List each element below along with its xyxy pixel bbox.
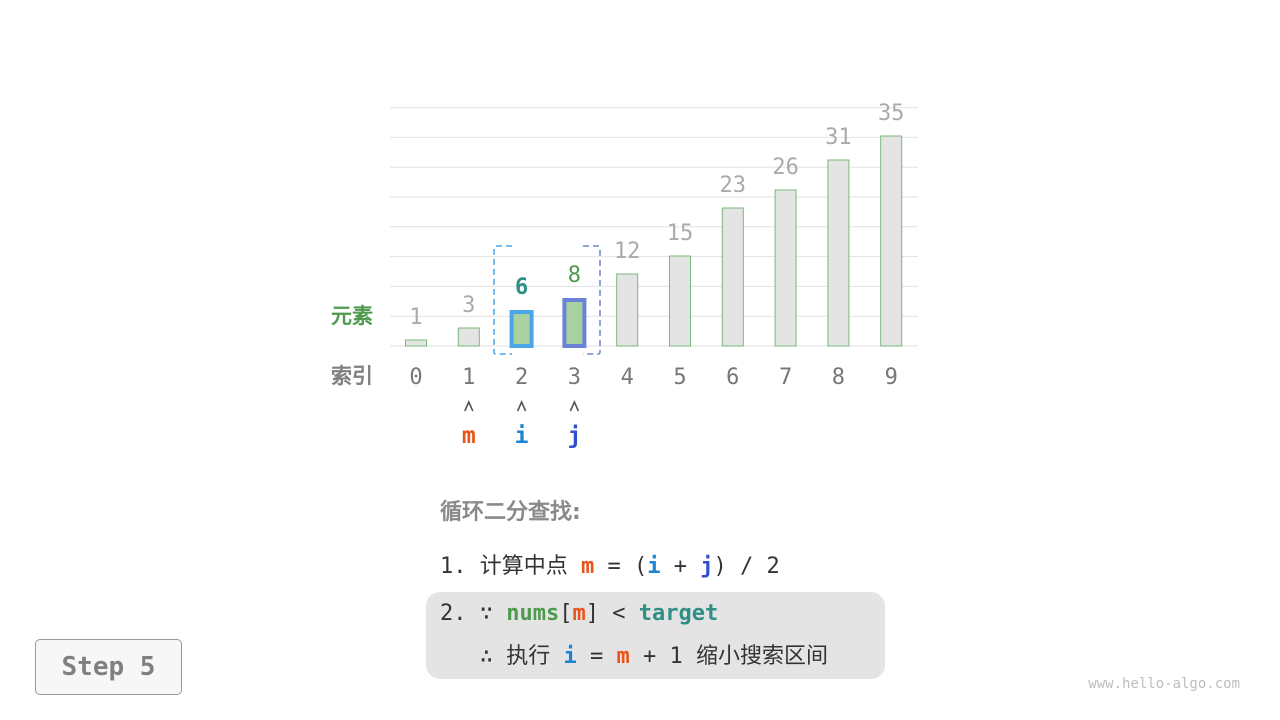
index-label: 9 xyxy=(885,365,898,390)
operator: = ( xyxy=(607,554,648,579)
value-label: 12 xyxy=(614,239,641,264)
step-2-line: 2. ∵ nums[m] < target xyxy=(440,601,718,626)
array-bar-6 xyxy=(721,207,744,347)
interval-right-bracket xyxy=(583,245,601,355)
array-bar-8 xyxy=(827,159,850,347)
watermark: www.hello-algo.com xyxy=(1088,676,1240,692)
step-label: Step 5 xyxy=(35,639,182,695)
value-label: 26 xyxy=(772,155,799,180)
value-label: 23 xyxy=(720,173,747,198)
elements-row-label: 元素 xyxy=(331,304,373,328)
index-label: 7 xyxy=(779,365,792,390)
value-label: 1 xyxy=(409,305,422,330)
pointer-m: m xyxy=(462,423,476,449)
pointer-arrow-icon xyxy=(569,400,580,412)
var-i: i xyxy=(563,644,577,669)
var-i: i xyxy=(647,554,661,579)
value-label: 31 xyxy=(825,125,852,150)
pointer-arrow-icon xyxy=(516,400,527,412)
array-bar-1 xyxy=(457,327,480,347)
operator: = xyxy=(590,644,604,669)
pointer-i: i xyxy=(515,423,529,449)
var-m: m xyxy=(616,644,630,669)
because-symbol: ∵ xyxy=(479,601,493,626)
step-number: 1. xyxy=(440,554,467,579)
bracket: [ xyxy=(559,601,573,626)
value-label: 3 xyxy=(462,293,475,318)
step-number: 2. xyxy=(440,601,467,626)
index-label: 3 xyxy=(568,365,581,390)
index-label: 0 xyxy=(409,365,422,390)
description-title: 循环二分查找: xyxy=(440,500,581,525)
array-bar-7 xyxy=(774,189,797,347)
var-target: target xyxy=(638,601,719,626)
step-3-line: 2. ∴ 执行 i = m + 1 缩小搜索区间 xyxy=(440,638,828,670)
array-bar-5 xyxy=(669,255,691,347)
value-label: 15 xyxy=(667,221,694,246)
var-j: j xyxy=(700,554,714,579)
value-label: 35 xyxy=(878,101,905,126)
array-bar-9 xyxy=(880,135,903,347)
operator: + 1 xyxy=(643,644,683,669)
step-1-line: 1. 计算中点 m = (i + j) / 2 xyxy=(440,548,780,580)
value-label: 6 xyxy=(515,275,528,300)
operator: < xyxy=(612,601,626,626)
current-step-highlight xyxy=(426,592,885,679)
array-bar-4 xyxy=(616,273,639,347)
operator: + xyxy=(673,554,688,579)
index-label: 4 xyxy=(621,365,634,390)
operator: ) / 2 xyxy=(713,554,780,579)
index-label: 6 xyxy=(726,365,739,390)
therefore-symbol: ∴ xyxy=(479,644,493,669)
index-label: 2 xyxy=(515,365,528,390)
step-text: 执行 xyxy=(506,644,551,669)
var-m: m xyxy=(572,601,586,626)
array-bar-0 xyxy=(405,339,427,347)
index-label: 5 xyxy=(673,365,686,390)
pointer-j: j xyxy=(567,423,581,449)
step-text: 缩小搜索区间 xyxy=(696,644,829,669)
array-bar-2 xyxy=(509,310,534,348)
var-m: m xyxy=(581,554,595,579)
array-bar-3 xyxy=(562,298,587,348)
pointer-arrow-icon xyxy=(464,400,474,412)
step-text: 计算中点 xyxy=(479,554,568,579)
indices-row-label: 索引 xyxy=(331,364,373,388)
bracket: ] xyxy=(585,601,599,626)
interval-left-bracket xyxy=(493,245,512,355)
var-nums: nums xyxy=(506,601,560,626)
value-label: 8 xyxy=(568,263,581,288)
index-label: 1 xyxy=(462,365,475,390)
index-label: 8 xyxy=(832,365,845,390)
